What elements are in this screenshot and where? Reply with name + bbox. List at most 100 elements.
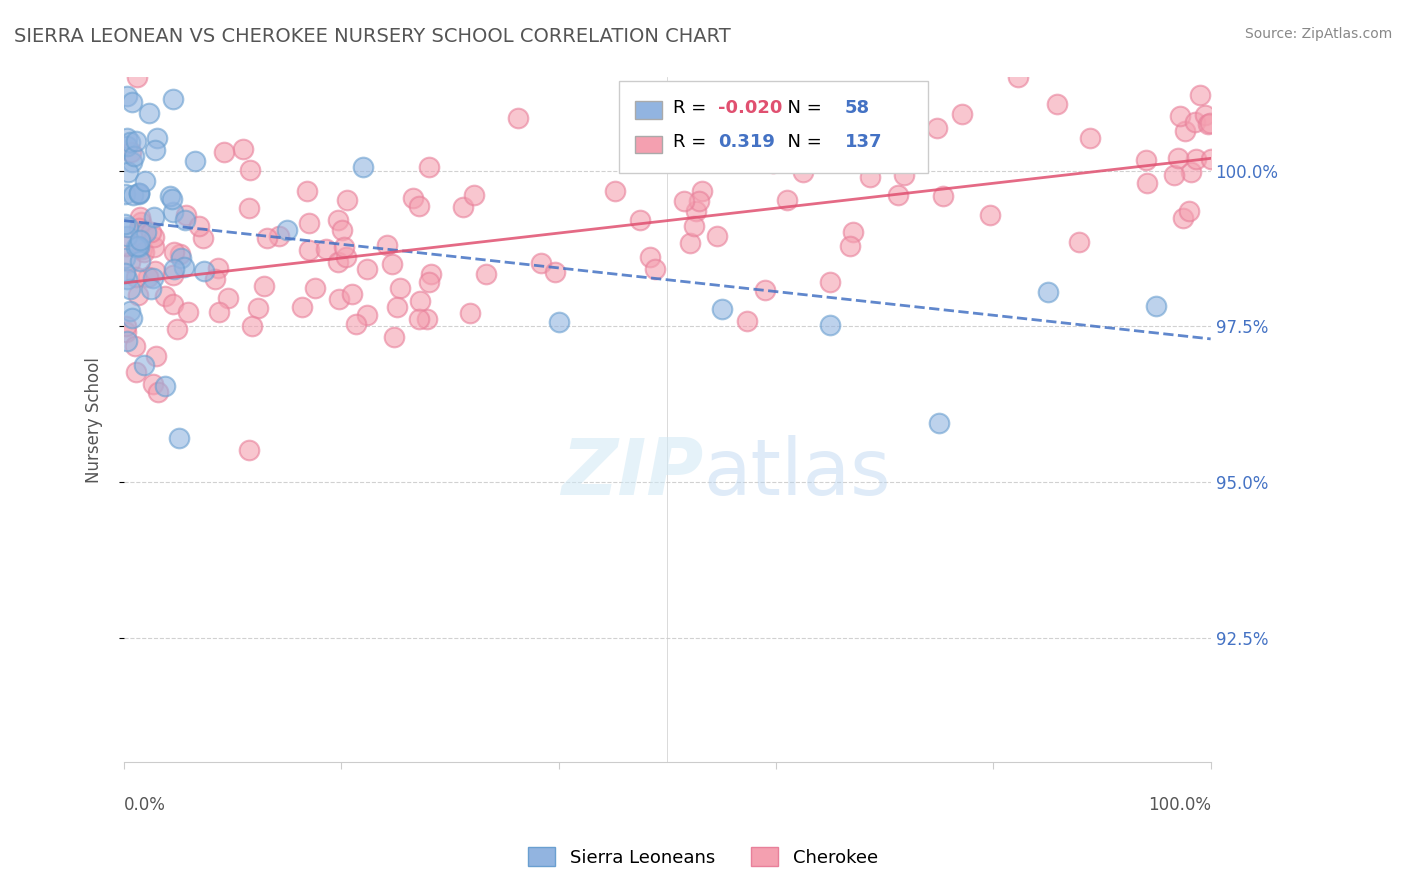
FancyBboxPatch shape (634, 136, 662, 153)
Point (402, 191, 425, 205)
Point (166, 322, 188, 336)
FancyBboxPatch shape (634, 102, 662, 119)
Point (1178, 204, 1201, 219)
Point (114, 251, 136, 265)
Point (1135, 153, 1157, 168)
Point (114, 187, 136, 202)
Point (762, 156, 785, 170)
Point (544, 265, 567, 279)
Point (117, 219, 139, 234)
Point (163, 245, 186, 260)
Point (159, 189, 181, 203)
Point (1036, 285, 1059, 299)
Point (162, 204, 184, 219)
Point (295, 184, 318, 198)
Point (1199, 152, 1222, 166)
Y-axis label: Nursery School: Nursery School (86, 357, 103, 483)
Point (340, 286, 363, 301)
Point (187, 219, 209, 233)
Point (735, 314, 758, 328)
Point (547, 315, 569, 329)
Point (136, 269, 159, 284)
Point (688, 194, 710, 209)
Text: SIERRA LEONEAN VS CHEROKEE NURSERY SCHOOL CORRELATION CHART: SIERRA LEONEAN VS CHEROKEE NURSERY SCHOO… (14, 27, 731, 45)
Point (416, 311, 439, 326)
Point (143, 143, 166, 157)
Point (239, 162, 262, 177)
Point (659, 148, 682, 162)
Point (214, 145, 236, 160)
Point (115, 325, 138, 339)
Point (131, 243, 153, 257)
Point (135, 225, 157, 239)
Point (134, 174, 156, 188)
Point (893, 169, 915, 183)
Point (690, 184, 713, 198)
Point (1194, 108, 1216, 122)
Point (717, 118, 740, 132)
Point (117, 138, 139, 153)
Point (124, 339, 146, 353)
Point (328, 254, 350, 268)
Point (297, 216, 319, 230)
Point (117, 130, 139, 145)
Point (304, 281, 326, 295)
Point (352, 160, 374, 174)
Point (122, 187, 145, 202)
Point (710, 301, 733, 316)
Point (118, 135, 141, 149)
Point (1067, 235, 1090, 249)
Point (298, 243, 321, 257)
Point (217, 291, 239, 305)
Point (683, 219, 706, 233)
Point (173, 260, 195, 275)
Point (146, 131, 169, 145)
Point (859, 170, 882, 185)
Point (706, 229, 728, 244)
Point (125, 240, 148, 254)
Point (1188, 87, 1211, 102)
Point (474, 268, 496, 282)
Point (1185, 152, 1208, 166)
Point (115, 272, 138, 286)
Point (162, 268, 184, 282)
Point (356, 309, 378, 323)
Point (818, 276, 841, 290)
Point (240, 318, 263, 333)
Point (138, 106, 160, 120)
Point (644, 261, 666, 276)
Point (335, 250, 357, 264)
Point (118, 255, 141, 269)
Point (118, 282, 141, 296)
Point (344, 317, 367, 331)
Point (162, 92, 184, 106)
Point (336, 193, 359, 207)
Point (1184, 115, 1206, 129)
Text: 58: 58 (845, 99, 870, 117)
Point (204, 272, 226, 286)
Point (384, 330, 406, 344)
Point (815, 145, 838, 159)
Point (838, 238, 860, 252)
Point (775, 194, 797, 208)
Point (177, 305, 200, 319)
Point (356, 262, 378, 277)
Point (333, 239, 356, 253)
Point (928, 416, 950, 430)
Point (127, 239, 149, 253)
Point (638, 251, 661, 265)
Point (115, 239, 138, 253)
Point (932, 189, 955, 203)
Point (276, 222, 298, 236)
Point (388, 281, 411, 295)
Text: ZIP: ZIP (561, 434, 703, 511)
Point (685, 204, 707, 219)
Point (143, 210, 166, 224)
Point (163, 261, 186, 276)
Point (754, 283, 776, 297)
Point (1136, 176, 1159, 190)
Point (1078, 131, 1101, 145)
Point (256, 230, 278, 244)
Point (115, 318, 138, 333)
Point (238, 201, 260, 215)
